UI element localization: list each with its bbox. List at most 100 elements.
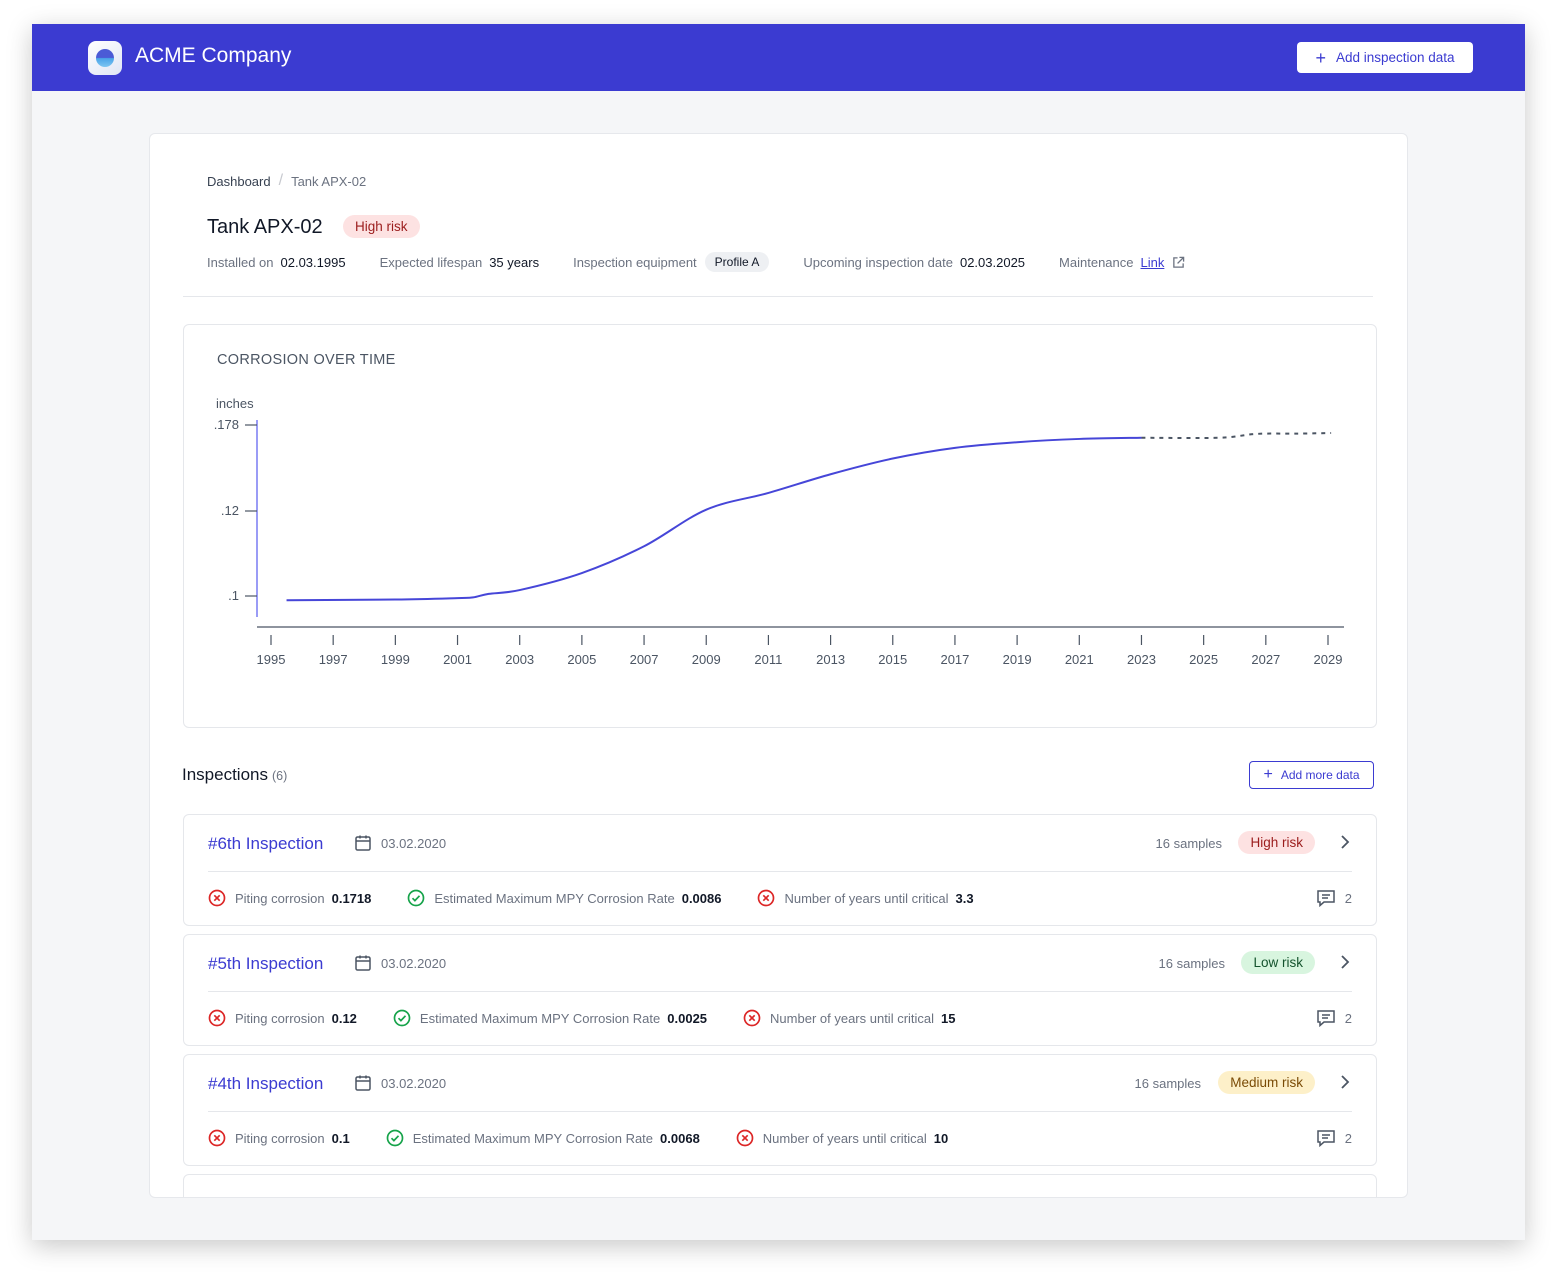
- installed-info: Installed on 02.03.1995: [207, 255, 346, 270]
- comment-icon: [1317, 1010, 1335, 1027]
- tank-detail-card: Dashboard / Tank APX-02 Tank APX-02 High…: [149, 133, 1408, 1198]
- metric-label: Estimated Maximum MPY Corrosion Rate: [412, 1130, 654, 1146]
- error-circle-icon: [743, 1009, 761, 1027]
- metric-years-critical: Number of years until critical 10: [736, 1129, 948, 1147]
- lifespan-value: 35 years: [489, 254, 540, 270]
- comments[interactable]: 2: [1316, 889, 1352, 907]
- add-inspection-data-label: Add inspection data: [1335, 50, 1455, 65]
- comments[interactable]: 2: [1316, 1129, 1352, 1147]
- comments-count: 2: [1344, 1130, 1352, 1146]
- metric-label: Number of years until critical: [762, 1130, 927, 1146]
- section-divider: [183, 296, 1373, 297]
- x-tick-label: 2003: [505, 652, 534, 667]
- metric-label: Piting corrosion: [235, 1130, 325, 1146]
- card-divider: [208, 871, 1352, 872]
- x-tick-label: 1997: [319, 652, 348, 667]
- x-tick-label: 2029: [1314, 652, 1343, 667]
- top-bar: ACME Company + Add inspection data: [32, 24, 1525, 91]
- x-tick-label: 2021: [1065, 652, 1094, 667]
- x-tick-label: 2001: [443, 652, 472, 667]
- samples-count: 16 samples: [1155, 836, 1222, 851]
- inspection-title[interactable]: #4th Inspection: [208, 1074, 324, 1093]
- y-axis-label: inches: [216, 396, 254, 411]
- inspections-heading: Inspections (6): [182, 765, 287, 785]
- equipment-pill: Profile A: [704, 252, 770, 272]
- comments[interactable]: 2: [1316, 1009, 1352, 1027]
- x-tick-label: 2019: [1003, 652, 1032, 667]
- inspection-metrics: Piting corrosion 0.1 Estimated Maximum M…: [208, 1129, 984, 1147]
- inspection-date-value: 03.02.2020: [381, 955, 447, 971]
- chevron-right-icon[interactable]: [1338, 953, 1352, 971]
- inspection-date: 03.02.2020: [354, 1074, 446, 1092]
- inspection-card[interactable]: #4th Inspection 03.02.2020 16 samples Me…: [183, 1054, 1377, 1166]
- inspection-card-partial[interactable]: [183, 1174, 1377, 1197]
- calendar-icon: [355, 835, 371, 851]
- metric-label: Number of years until critical: [784, 890, 949, 906]
- check-circle-icon: [393, 1009, 411, 1027]
- corrosion-chart: inches .178 .12 .1 1995 1997 1999 2001 2003 2005 2…: [214, 396, 1344, 667]
- metric-value: 3.3: [955, 890, 974, 906]
- inspection-date: 03.02.2020: [354, 954, 446, 972]
- company-logo[interactable]: [88, 41, 122, 75]
- breadcrumb-dashboard[interactable]: Dashboard: [207, 174, 271, 189]
- x-tick-label: 2025: [1189, 652, 1218, 667]
- lifespan-label: Expected lifespan: [379, 254, 483, 270]
- breadcrumb-current: Tank APX-02: [291, 174, 367, 189]
- chart-title: CORROSION OVER TIME: [217, 352, 396, 368]
- metric-pitting: Piting corrosion 0.1: [208, 1129, 350, 1147]
- inspection-title[interactable]: #5th Inspection: [208, 954, 324, 973]
- logo-mark-icon: [96, 49, 114, 67]
- page-title: Tank APX-02: [207, 216, 323, 238]
- x-tick-label: 2015: [878, 652, 907, 667]
- metric-value: 10: [933, 1130, 949, 1146]
- calendar-icon: [355, 1075, 371, 1091]
- metric-value: 0.12: [331, 1010, 357, 1026]
- x-tick-label: 2017: [940, 652, 969, 667]
- installed-label: Installed on: [207, 254, 274, 270]
- calendar-icon: [355, 955, 371, 971]
- card-divider: [208, 991, 1352, 992]
- maintenance-link[interactable]: Link: [1140, 254, 1165, 270]
- tank-meta: Installed on 02.03.1995 Expected lifespa…: [207, 252, 1219, 272]
- x-tick-label: 2009: [692, 652, 721, 667]
- comments-count: 2: [1344, 1010, 1352, 1026]
- corrosion-line: [286, 436, 1142, 602]
- samples-count: 16 samples: [1134, 1076, 1201, 1091]
- chevron-right-icon[interactable]: [1338, 1073, 1352, 1091]
- inspection-title[interactable]: #6th Inspection: [208, 834, 324, 853]
- inspections-title: Inspections: [182, 765, 268, 784]
- x-tick-label: 2005: [567, 652, 596, 667]
- error-circle-icon: [736, 1129, 754, 1147]
- comment-icon: [1317, 1130, 1335, 1147]
- error-circle-icon: [208, 889, 226, 907]
- comment-icon: [1317, 890, 1335, 907]
- add-more-data-button[interactable]: + Add more data: [1249, 761, 1374, 789]
- card-divider: [208, 1111, 1352, 1112]
- lifespan-info: Expected lifespan 35 years: [380, 255, 540, 270]
- upcoming-label: Upcoming inspection date: [803, 254, 953, 270]
- equipment-info: Inspection equipment Profile A: [573, 252, 770, 272]
- metric-mpy-rate: Estimated Maximum MPY Corrosion Rate 0.0…: [386, 1129, 700, 1147]
- metric-label: Number of years until critical: [770, 1010, 935, 1026]
- add-inspection-data-button[interactable]: + Add inspection data: [1297, 42, 1473, 73]
- error-circle-icon: [758, 889, 775, 907]
- risk-badge: Medium risk: [1218, 1071, 1315, 1094]
- x-tick-label: 2013: [816, 652, 845, 667]
- check-circle-icon: [386, 1129, 404, 1147]
- metric-mpy-rate: Estimated Maximum MPY Corrosion Rate 0.0…: [393, 1009, 707, 1027]
- inspection-card[interactable]: #6th Inspection 03.02.2020 16 samples Hi…: [183, 814, 1377, 926]
- inspection-date-value: 03.02.2020: [381, 835, 447, 851]
- inspection-metrics: Piting corrosion 0.1718 Estimated Maximu…: [208, 889, 1010, 907]
- x-tick-label: 1999: [381, 652, 410, 667]
- metric-value: 0.0086: [681, 890, 722, 906]
- risk-badge: Low risk: [1241, 951, 1315, 974]
- inspection-card[interactable]: #5th Inspection 03.02.2020 16 samples Lo…: [183, 934, 1377, 1046]
- metric-value: 0.1: [331, 1130, 350, 1146]
- metric-years-critical: Number of years until critical 3.3: [757, 889, 974, 907]
- x-tick-label: 2027: [1251, 652, 1280, 667]
- metric-label: Piting corrosion: [235, 1010, 325, 1026]
- metric-pitting: Piting corrosion 0.1718: [208, 889, 371, 907]
- chevron-right-icon[interactable]: [1338, 833, 1352, 851]
- breadcrumb-separator: /: [278, 172, 284, 189]
- external-link-icon[interactable]: [1172, 256, 1185, 269]
